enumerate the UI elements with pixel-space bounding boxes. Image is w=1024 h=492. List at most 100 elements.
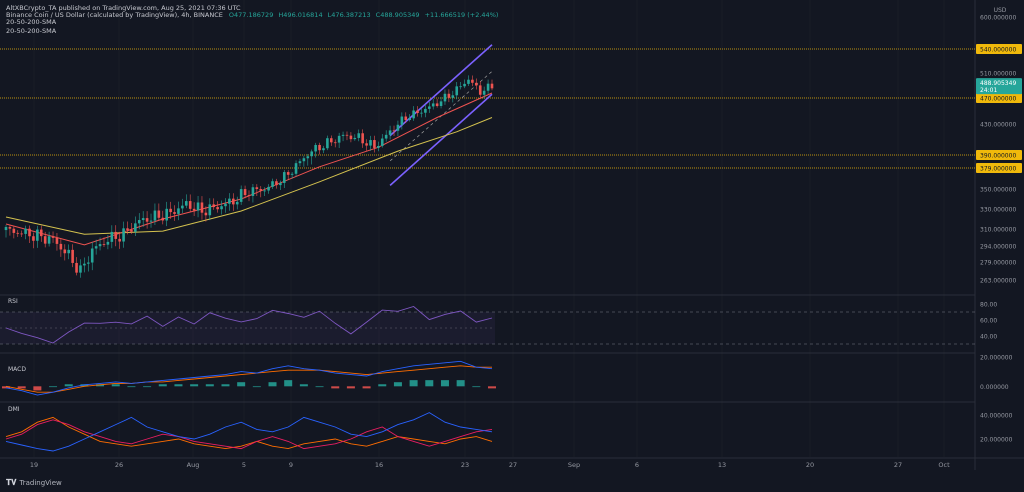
candle-body xyxy=(306,156,310,159)
candle-body xyxy=(181,205,184,209)
candle-body xyxy=(341,134,345,136)
candle-body xyxy=(134,223,137,232)
price-pane[interactable] xyxy=(0,0,975,294)
candle-body xyxy=(388,130,392,135)
symbol-header[interactable]: Binance Coin / US Dollar (calculated by … xyxy=(6,11,501,19)
macd-histogram-bar xyxy=(331,386,340,389)
dmi-tick-label: 40.000000 xyxy=(980,413,1013,420)
tradingview-brand[interactable]: 𝐓𝐕 TradingView xyxy=(6,478,62,488)
time-tick-label: 16 xyxy=(375,461,383,469)
price-tick-label: 540.000000 xyxy=(980,47,1016,54)
rsi-band-fill xyxy=(0,312,495,344)
close-value: C488.905349 xyxy=(375,11,420,19)
candle-body xyxy=(318,144,321,151)
candle-body xyxy=(137,220,141,224)
candle-body xyxy=(243,189,247,196)
candle-body xyxy=(396,124,400,131)
rsi-line xyxy=(5,305,493,344)
open-value: O477.186729 xyxy=(228,11,274,19)
rsi-pane[interactable] xyxy=(0,296,975,352)
candle-body xyxy=(43,236,47,244)
candle-body xyxy=(32,236,35,241)
candle-body xyxy=(51,236,55,238)
price-tick-label: 279.000000 xyxy=(980,260,1016,267)
macd-histogram-bar xyxy=(33,386,42,391)
time-tick-label: 20 xyxy=(806,461,814,469)
high-value: H496.016814 xyxy=(278,11,323,19)
candle-body xyxy=(141,218,145,221)
last-price-tag xyxy=(976,78,1022,95)
candle-body xyxy=(384,134,388,139)
candle-body xyxy=(380,138,384,146)
symbol-title[interactable]: Binance Coin / US Dollar (calculated by … xyxy=(6,11,223,19)
macd-histogram-bar xyxy=(237,382,246,387)
candle-body xyxy=(263,190,266,192)
candle-body xyxy=(427,106,431,109)
candle-body xyxy=(114,231,118,239)
level-price-tag xyxy=(976,44,1022,54)
macd-plot: 20.000000 0.000000 xyxy=(2,354,1013,396)
candle-body xyxy=(12,228,16,233)
candle-body xyxy=(87,262,90,264)
candle-body xyxy=(239,189,243,202)
dmi-tick-label: 20.000000 xyxy=(980,437,1013,444)
macd-pane[interactable] xyxy=(0,354,975,401)
candle-body xyxy=(228,198,231,204)
candle-body xyxy=(482,90,486,95)
candles xyxy=(4,75,494,278)
candle-body xyxy=(157,210,161,218)
macd-histogram-bar xyxy=(440,380,449,387)
candle-body xyxy=(251,187,255,196)
candle-body xyxy=(349,135,353,140)
dmi-label[interactable]: DMI xyxy=(8,406,20,413)
candle-body xyxy=(216,207,219,210)
candle-body xyxy=(63,249,67,254)
macd-histogram-bar xyxy=(488,386,496,389)
macd-histogram-bar xyxy=(252,386,261,388)
macd-histogram-bar xyxy=(299,384,308,387)
candle-body xyxy=(59,243,63,250)
candle-body xyxy=(55,237,59,244)
candle-body xyxy=(451,95,455,98)
candle-body xyxy=(365,143,368,146)
minus-di-line xyxy=(5,419,493,450)
candle-body xyxy=(165,208,168,221)
sma50-line xyxy=(5,117,493,235)
macd-histogram-bar xyxy=(393,382,402,387)
price-axis[interactable]: 600.000000 540.000000 510.000000 470.000000… xyxy=(976,7,1022,285)
time-tick-label: 6 xyxy=(635,461,639,469)
time-tick-label: Aug xyxy=(187,461,200,469)
candle-body xyxy=(184,201,188,206)
candle-body xyxy=(47,236,51,244)
rsi-label[interactable]: RSI xyxy=(8,298,18,305)
candle-body xyxy=(188,201,192,209)
macd-tick-label: 20.000000 xyxy=(980,354,1013,361)
macd-histogram-bar xyxy=(80,384,89,387)
candle-body xyxy=(412,110,415,119)
macd-histogram-bar xyxy=(268,382,277,387)
candle-body xyxy=(235,201,239,205)
candle-body xyxy=(4,227,8,231)
price-tick-label: 350.000000 xyxy=(980,187,1016,194)
macd-histogram-bar xyxy=(96,384,105,387)
macd-histogram-bar xyxy=(456,380,465,387)
sma-legend-1[interactable]: 20-50-200-SMA xyxy=(6,18,57,26)
candle-body xyxy=(24,228,27,234)
candle-body xyxy=(98,244,102,247)
sma-legend-2[interactable]: 20-50-200-SMA xyxy=(6,27,57,35)
candle-body xyxy=(83,263,86,266)
macd-histogram-bar xyxy=(378,384,387,387)
candle-body xyxy=(16,232,20,234)
candle-body xyxy=(400,116,404,125)
currency-label: USD xyxy=(994,7,1007,14)
time-tick-label: 5 xyxy=(242,461,246,469)
candle-body xyxy=(357,133,361,138)
time-axis[interactable]: 19 26 Aug 5 9 16 23 27 Sep 6 13 20 27 Oct xyxy=(30,461,950,469)
macd-histogram-bar xyxy=(190,384,199,387)
level-price-tag xyxy=(976,150,1022,160)
candle-body xyxy=(322,148,325,151)
candle-body xyxy=(192,208,196,211)
candle-body xyxy=(212,204,216,208)
price-tick-label: 310.000000 xyxy=(980,227,1016,234)
macd-label[interactable]: MACD xyxy=(8,366,26,373)
